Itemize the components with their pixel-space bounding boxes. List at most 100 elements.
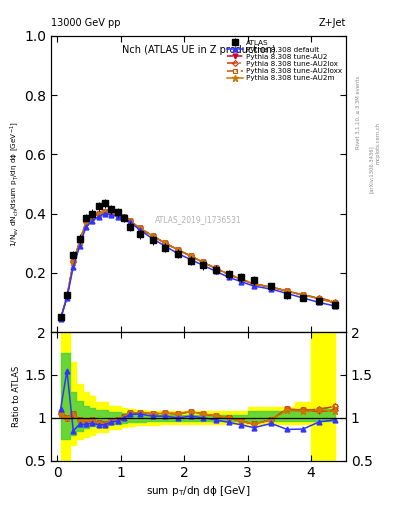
Pythia 8.308 tune-AU2m <box>109 210 114 217</box>
Pythia 8.308 tune-AU2m <box>163 240 167 246</box>
Pythia 8.308 default <box>115 214 120 220</box>
Pythia 8.308 tune-AU2 <box>103 209 107 215</box>
Pythia 8.308 tune-AU2 <box>64 294 69 300</box>
Pythia 8.308 tune-AU2m <box>226 271 231 278</box>
Pythia 8.308 tune-AU2loxx <box>176 247 180 253</box>
Pythia 8.308 tune-AU2 <box>58 315 63 322</box>
Pythia 8.308 tune-AU2 <box>84 219 88 225</box>
Pythia 8.308 tune-AU2 <box>201 260 206 266</box>
Pythia 8.308 default <box>226 274 231 280</box>
Pythia 8.308 tune-AU2lox <box>150 232 155 239</box>
Pythia 8.308 tune-AU2m <box>96 210 101 217</box>
Pythia 8.308 default <box>64 295 69 301</box>
Pythia 8.308 default <box>103 210 107 217</box>
Pythia 8.308 tune-AU2 <box>332 300 337 306</box>
Pythia 8.308 tune-AU2m <box>77 239 82 245</box>
Pythia 8.308 default <box>84 224 88 230</box>
Pythia 8.308 tune-AU2loxx <box>128 218 133 224</box>
Pythia 8.308 tune-AU2lox <box>64 294 69 300</box>
Pythia 8.308 tune-AU2m <box>103 209 107 215</box>
Line: Pythia 8.308 tune-AU2lox: Pythia 8.308 tune-AU2lox <box>59 210 337 321</box>
Pythia 8.308 tune-AU2loxx <box>103 209 107 215</box>
Line: Pythia 8.308 tune-AU2loxx: Pythia 8.308 tune-AU2loxx <box>59 210 337 321</box>
Pythia 8.308 tune-AU2lox <box>138 225 142 231</box>
Pythia 8.308 tune-AU2lox <box>213 265 218 271</box>
Pythia 8.308 tune-AU2loxx <box>285 288 290 294</box>
Text: 13000 GeV pp: 13000 GeV pp <box>51 18 121 29</box>
Pythia 8.308 tune-AU2 <box>285 288 290 294</box>
Pythia 8.308 default <box>285 290 290 296</box>
Pythia 8.308 tune-AU2loxx <box>84 219 88 225</box>
Pythia 8.308 tune-AU2lox <box>103 209 107 215</box>
Pythia 8.308 tune-AU2m <box>301 292 305 298</box>
Text: Nch (ATLAS UE in Z production): Nch (ATLAS UE in Z production) <box>121 45 275 55</box>
Pythia 8.308 default <box>90 218 95 224</box>
Pythia 8.308 tune-AU2m <box>269 284 274 290</box>
Pythia 8.308 tune-AU2 <box>316 295 321 302</box>
Pythia 8.308 default <box>332 303 337 309</box>
Pythia 8.308 tune-AU2 <box>150 232 155 239</box>
Pythia 8.308 tune-AU2m <box>150 232 155 239</box>
Pythia 8.308 tune-AU2lox <box>252 281 256 287</box>
Pythia 8.308 default <box>239 279 244 285</box>
Pythia 8.308 tune-AU2loxx <box>332 298 337 305</box>
Pythia 8.308 tune-AU2m <box>285 288 290 294</box>
Pythia 8.308 tune-AU2m <box>188 253 193 259</box>
Pythia 8.308 tune-AU2loxx <box>71 260 75 266</box>
Pythia 8.308 default <box>128 219 133 225</box>
Pythia 8.308 default <box>316 300 321 306</box>
Pythia 8.308 default <box>188 257 193 263</box>
Pythia 8.308 tune-AU2lox <box>84 219 88 225</box>
Pythia 8.308 default <box>176 250 180 257</box>
Pythia 8.308 tune-AU2loxx <box>201 260 206 266</box>
Pythia 8.308 tune-AU2lox <box>176 247 180 253</box>
Pythia 8.308 tune-AU2 <box>71 260 75 266</box>
Pythia 8.308 tune-AU2loxx <box>109 210 114 217</box>
Pythia 8.308 default <box>96 214 101 220</box>
Pythia 8.308 tune-AU2lox <box>188 253 193 259</box>
Pythia 8.308 tune-AU2lox <box>163 240 167 246</box>
Pythia 8.308 tune-AU2 <box>176 247 180 253</box>
Pythia 8.308 tune-AU2loxx <box>150 232 155 239</box>
Pythia 8.308 tune-AU2 <box>239 276 244 283</box>
Pythia 8.308 tune-AU2 <box>90 214 95 220</box>
Pythia 8.308 tune-AU2 <box>115 212 120 218</box>
Pythia 8.308 tune-AU2m <box>332 300 337 306</box>
Pythia 8.308 tune-AU2lox <box>332 298 337 305</box>
Pythia 8.308 default <box>269 286 274 292</box>
Pythia 8.308 tune-AU2m <box>201 260 206 266</box>
Pythia 8.308 default <box>138 227 142 233</box>
Pythia 8.308 tune-AU2lox <box>121 214 126 220</box>
Pythia 8.308 tune-AU2loxx <box>96 210 101 217</box>
Pythia 8.308 tune-AU2lox <box>109 210 114 217</box>
Pythia 8.308 tune-AU2lox <box>226 271 231 278</box>
Text: [arXiv:1306.3436]: [arXiv:1306.3436] <box>369 145 374 193</box>
Pythia 8.308 tune-AU2 <box>138 225 142 231</box>
Pythia 8.308 tune-AU2loxx <box>90 214 95 220</box>
Pythia 8.308 tune-AU2lox <box>285 288 290 294</box>
X-axis label: sum $\mathregular{p_T}$/d$\mathregular{\eta}$ d$\mathregular{\phi}$ [GeV]: sum $\mathregular{p_T}$/d$\mathregular{\… <box>146 484 251 498</box>
Pythia 8.308 default <box>58 315 63 322</box>
Pythia 8.308 tune-AU2m <box>128 218 133 224</box>
Pythia 8.308 tune-AU2m <box>213 265 218 271</box>
Pythia 8.308 tune-AU2m <box>176 247 180 253</box>
Y-axis label: $\mathregular{1/N_{ev}\ dN_{ch}/dsum\ p_T/d\eta\ d\phi\ [GeV^{-1}]}$: $\mathregular{1/N_{ev}\ dN_{ch}/dsum\ p_… <box>9 121 22 247</box>
Pythia 8.308 tune-AU2loxx <box>213 265 218 271</box>
Pythia 8.308 tune-AU2lox <box>301 292 305 298</box>
Pythia 8.308 tune-AU2lox <box>90 214 95 220</box>
Y-axis label: Ratio to ATLAS: Ratio to ATLAS <box>13 366 22 427</box>
Pythia 8.308 tune-AU2m <box>239 276 244 283</box>
Pythia 8.308 tune-AU2m <box>90 214 95 220</box>
Pythia 8.308 tune-AU2loxx <box>121 214 126 220</box>
Pythia 8.308 tune-AU2 <box>109 210 114 217</box>
Pythia 8.308 tune-AU2 <box>252 281 256 287</box>
Pythia 8.308 tune-AU2lox <box>201 260 206 266</box>
Pythia 8.308 tune-AU2m <box>252 281 256 287</box>
Text: mcplots.cern.ch: mcplots.cern.ch <box>375 122 380 164</box>
Pythia 8.308 default <box>77 243 82 249</box>
Pythia 8.308 tune-AU2loxx <box>252 281 256 287</box>
Pythia 8.308 tune-AU2m <box>84 219 88 225</box>
Pythia 8.308 tune-AU2 <box>163 240 167 246</box>
Pythia 8.308 tune-AU2 <box>121 214 126 220</box>
Pythia 8.308 default <box>252 283 256 289</box>
